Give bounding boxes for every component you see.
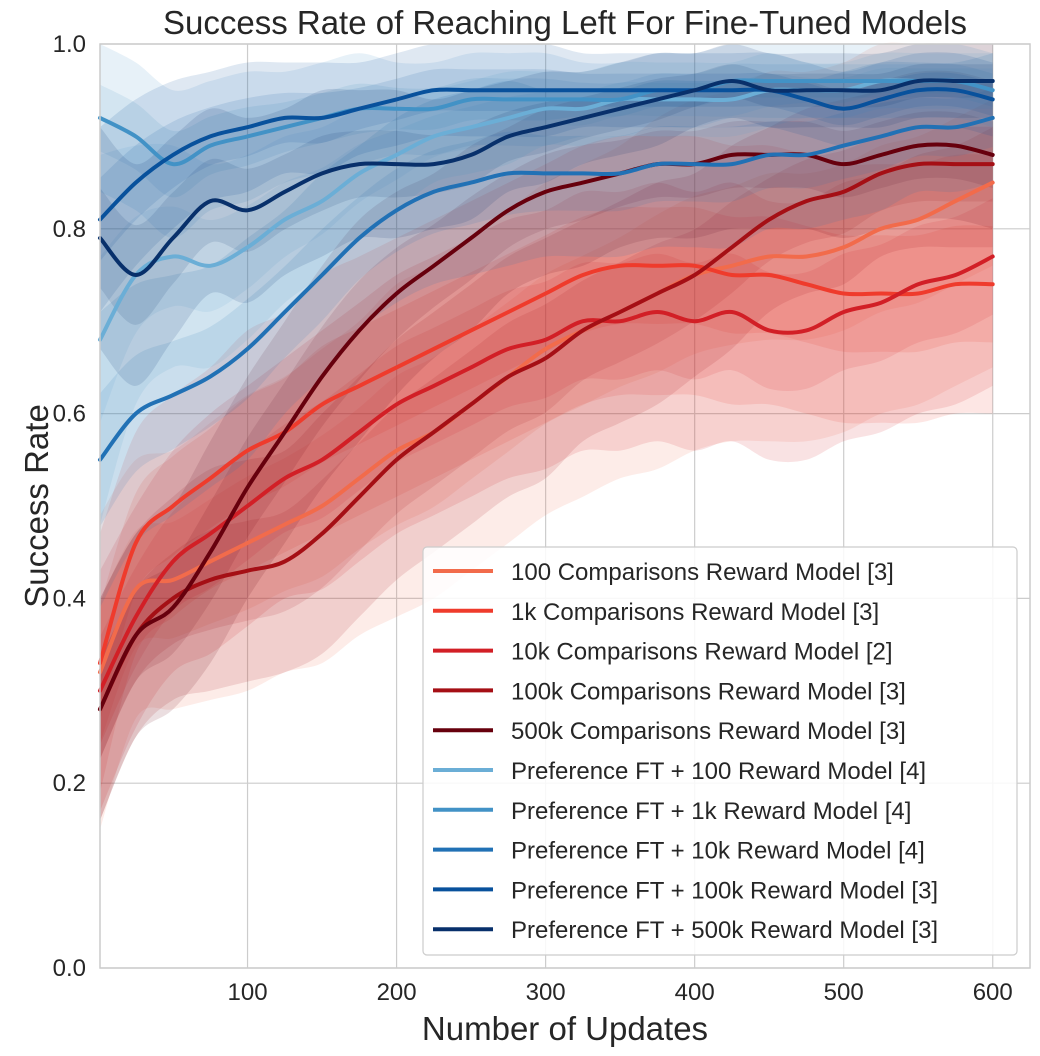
legend-label: Preference FT + 10k Reward Model [4]: [511, 838, 925, 865]
x-axis-label: Number of Updates: [422, 1010, 708, 1047]
confidence-band: [100, 43, 993, 312]
confidence-band: [100, 43, 993, 386]
legend-label: 500k Comparisons Reward Model [3]: [511, 718, 906, 745]
grid-layer: [100, 43, 1030, 969]
confidence-band: [100, 127, 993, 811]
y-tick-label: 0.8: [53, 216, 86, 243]
legend-label: 100k Comparisons Reward Model [3]: [511, 678, 906, 705]
confidence-band: [100, 53, 993, 608]
x-tick-label: 600: [973, 979, 1013, 1006]
legend-label: Preference FT + 500k Reward Model [3]: [511, 917, 938, 944]
y-tick-labels: 0.0 0.2 0.4 0.6 0.8 1.0: [53, 31, 86, 982]
series-line: [98, 263, 995, 666]
legend-label: Preference FT + 100k Reward Model [3]: [511, 877, 938, 904]
series-line: [98, 87, 995, 222]
x-tick-label: 200: [377, 979, 417, 1006]
legend-box: [422, 546, 1018, 956]
confidence-band: [100, 70, 993, 821]
y-tick-label: 1.0: [53, 31, 86, 58]
inner-band: [100, 198, 993, 745]
x-tick-label: 500: [824, 979, 864, 1006]
plot-frame: [99, 43, 1031, 969]
y-tick-label: 0.2: [53, 770, 86, 797]
legend-label: Preference FT + 100 Reward Model [4]: [511, 758, 926, 785]
inner-band: [100, 88, 993, 527]
confidence-band: [100, 42, 993, 830]
x-tick-labels: 100 200 300 400 500 600: [228, 979, 1013, 1006]
series-line: [98, 115, 995, 462]
chart-title: Success Rate of Reaching Left For Fine-T…: [163, 4, 967, 41]
legend-label: Preference FT + 1k Reward Model [4]: [511, 798, 911, 825]
inner-band: [100, 99, 993, 743]
x-tick-label: 300: [526, 979, 566, 1006]
inner-band: [100, 126, 993, 760]
y-tick-label: 0.6: [53, 401, 86, 428]
inner-band: [100, 67, 993, 423]
confidence-band: [100, 135, 993, 793]
y-tick-label: 0.4: [53, 585, 86, 612]
x-tick-label: 100: [228, 979, 268, 1006]
inner-band: [100, 206, 993, 722]
band-layer: [100, 42, 993, 830]
inner-band: [100, 63, 993, 198]
confidence-band: [100, 52, 993, 525]
series-line: [98, 142, 995, 712]
series-line: [98, 78, 995, 277]
line-layer: [98, 78, 995, 712]
y-tick-label: 0.0: [53, 955, 86, 982]
series-line: [98, 180, 995, 675]
legend-label: 1k Comparisons Reward Model [3]: [511, 599, 879, 626]
series-line: [98, 78, 995, 167]
legend-label: 10k Comparisons Reward Model [2]: [511, 639, 893, 666]
series-line: [98, 254, 995, 693]
x-tick-label: 400: [675, 979, 715, 1006]
legend: 100 Comparisons Reward Model [3] 1k Compa…: [422, 546, 1018, 956]
confidence-band: [100, 80, 993, 821]
y-axis-label: Success Rate: [18, 404, 55, 608]
legend-label: 100 Comparisons Reward Model [3]: [511, 559, 894, 586]
legend-items: 100 Comparisons Reward Model [3] 1k Compa…: [433, 559, 938, 944]
series-line: [98, 161, 995, 712]
